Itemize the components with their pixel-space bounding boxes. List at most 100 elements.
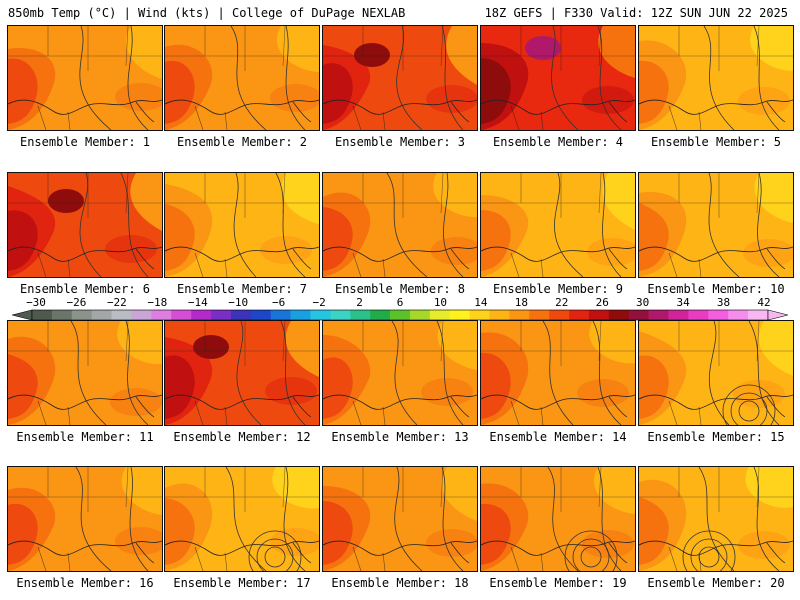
colorbar-segment [668,310,689,320]
colorbar-segment [91,310,112,320]
colorbar-tick-label: −30 [26,296,46,309]
ensemble-map-panel [322,25,478,131]
colorbar-segment [569,310,590,320]
colorbar-segment [111,310,132,320]
colorbar-tick-label: −2 [312,296,326,309]
colorbar-segment [32,310,53,320]
temperature-field-map [481,321,635,425]
ensemble-member-label: Ensemble Member: 4 [492,135,624,149]
colorbar-segment [449,310,470,320]
ensemble-map-panel [638,320,794,426]
ensemble-member-label: Ensemble Member: 7 [176,282,308,296]
colorbar-segment [250,310,272,320]
ensemble-member-label: Ensemble Member: 2 [176,135,308,149]
colorbar-tick-label: 22 [555,296,569,309]
temperature-colorbar: −30 −26 −22 −18 −14 −10 −6 −2 2 6 10 14 18 22 26 30 34 38… [8,296,792,322]
temperature-field-map [165,26,319,130]
colorbar-segment [588,310,610,320]
ensemble-member-label: Ensemble Member: 16 [16,576,154,590]
colorbar-high-arrow [767,309,789,321]
colorbar-segment [330,310,351,320]
colorbar-segment [529,310,550,320]
colorbar-segment [171,310,192,320]
ensemble-member-label: Ensemble Member: 5 [650,135,782,149]
temperature-field-map [323,173,477,277]
ensemble-map-panel [322,320,478,426]
colorbar-segment [350,310,371,320]
temperature-field-map [8,321,162,425]
run-valid-time: 18Z GEFS | F330 Valid: 12Z SUN JUN 22 20… [484,6,788,20]
colorbar-tick-label: 14 [474,296,488,309]
temperature-field-map [639,321,793,425]
colorbar-segment [469,310,490,320]
colorbar-segment [708,310,729,320]
ensemble-member-label: Ensemble Member: 9 [492,282,624,296]
temperature-field-map [481,26,635,130]
temperature-field-map [323,321,477,425]
colorbar-tick-label: 42 [757,296,771,309]
ensemble-member-label: Ensemble Member: 20 [647,576,785,590]
colorbar-segment [688,310,709,320]
colorbar-segment [409,310,431,320]
colorbar-tick-label: −26 [66,296,87,309]
ensemble-member-label: Ensemble Member: 14 [489,430,627,444]
colorbar-segment [370,310,391,320]
ensemble-member-label: Ensemble Member: 17 [173,576,311,590]
temperature-field-map [639,26,793,130]
ensemble-member-label: Ensemble Member: 3 [334,135,466,149]
colorbar-tick-labels: −30 −26 −22 −18 −14 −10 −6 −2 2 6 10 14 18 22 26 30 34 38… [8,296,792,309]
colorbar-tick-label: −10 [228,296,249,309]
colorbar-segment [151,310,172,320]
ensemble-map-panel [322,172,478,278]
ensemble-member-label: Ensemble Member: 6 [19,282,151,296]
colorbar-segment [71,310,92,320]
colorbar-tick-label: −22 [106,296,127,309]
ensemble-map-panel [480,25,636,131]
temperature-field-map [481,467,635,571]
ensemble-map-panel [164,172,320,278]
ensemble-member-label: Ensemble Member: 8 [334,282,466,296]
colorbar-segment [131,310,152,320]
colorbar-segment [51,310,73,320]
colorbar-segment [290,310,311,320]
ensemble-member-label: Ensemble Member: 11 [16,430,154,444]
colorbar-tick-label: −14 [187,296,208,309]
colorbar-segment [648,310,669,320]
ensemble-member-label: Ensemble Member: 13 [331,430,469,444]
colorbar-segment [310,310,331,320]
temperature-field-map [323,26,477,130]
ensemble-map-panel [480,172,636,278]
ensemble-map-panel [164,25,320,131]
colorbar-segment [429,310,451,320]
ensemble-map-panel [480,466,636,572]
colorbar-tick-label: 2 [356,296,363,309]
temperature-field-map [8,26,162,130]
temperature-field-map [165,173,319,277]
ensemble-map-panel [7,25,163,131]
ensemble-map-panel [7,320,163,426]
ensemble-member-label: Ensemble Member: 18 [331,576,469,590]
colorbar-segment [549,310,570,320]
colorbar-tick-label: 10 [433,296,448,309]
ensemble-member-label: Ensemble Member: 12 [173,430,311,444]
colorbar-segment [211,310,232,320]
ensemble-member-label: Ensemble Member: 10 [647,282,785,296]
colorbar-scale [11,309,789,321]
ensemble-member-label: Ensemble Member: 19 [489,576,627,590]
temperature-field-map [8,467,162,571]
temperature-field-map [639,173,793,277]
colorbar-segment [230,310,252,320]
colorbar-segment [191,310,212,320]
colorbar-tick-label: −18 [147,296,168,309]
temperature-field-map [8,173,162,277]
chart-title: 850mb Temp (°C) | Wind (kts) | College o… [8,6,406,20]
ensemble-map-panel [480,320,636,426]
ensemble-map-panel [7,172,163,278]
temperature-field-map [165,321,319,425]
temperature-field-map [323,467,477,571]
colorbar-low-arrow [11,309,33,321]
ensemble-map-panel [638,172,794,278]
colorbar-segment [748,310,769,320]
colorbar-segment [728,310,749,320]
colorbar-segment [489,310,510,320]
